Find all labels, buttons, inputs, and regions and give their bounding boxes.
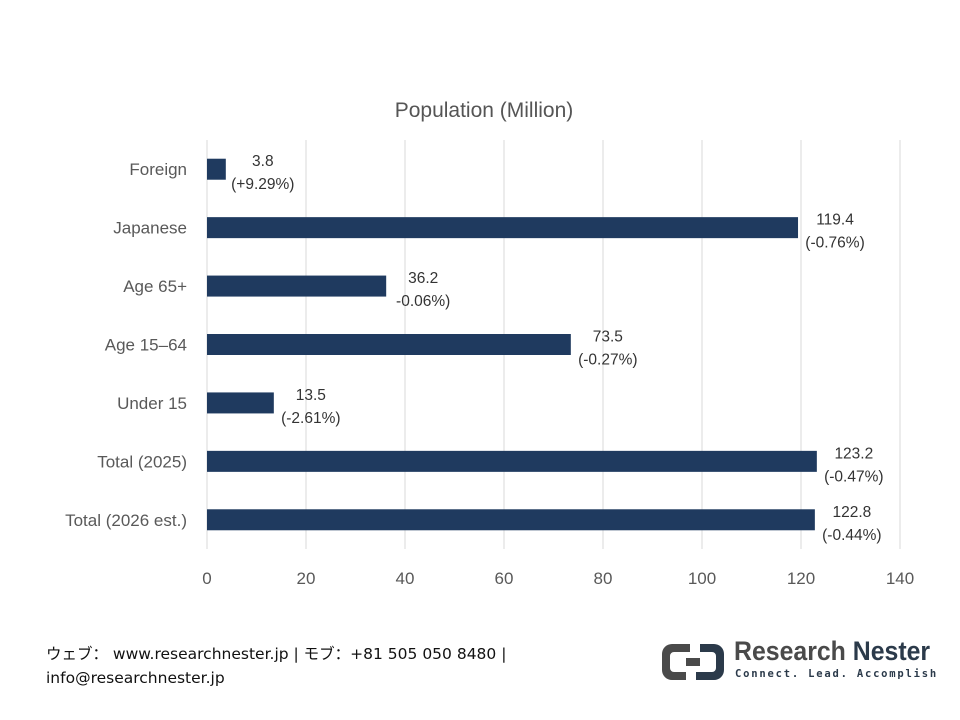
data-labels: 3.8 (+9.29%) 119.4 (-0.76%) 36.2 -0.06%) 73.5 (… — [231, 153, 883, 544]
data-label-change: (+9.29%) — [231, 176, 294, 193]
logo-word-research: Research — [734, 636, 846, 666]
data-label-change: (-2.61%) — [281, 410, 340, 427]
data-label-value: 36.2 — [408, 270, 438, 287]
logo-word-nester: Nester — [852, 636, 931, 666]
data-label-change: (-0.47%) — [824, 468, 883, 485]
bars — [207, 158, 817, 531]
contact-line-web-phone: ウェブ： www.researchnester.jp | モブ：+81 505 … — [46, 645, 507, 663]
research-nester-logo: Research Nester Connect. Lead. Accomplis… — [660, 636, 936, 684]
bar-chart: Population (Million) 0 20 40 60 80 100 120 140 … — [65, 99, 914, 588]
bar — [207, 275, 387, 297]
y-category-label: Age 65+ — [123, 277, 187, 296]
y-category-label: Foreign — [129, 160, 187, 179]
y-category-label: Age 15–64 — [105, 336, 187, 355]
data-label-change: (-0.76%) — [805, 235, 864, 252]
bar — [207, 450, 817, 472]
x-tick-label: 60 — [495, 569, 514, 588]
bar — [207, 158, 226, 180]
y-axis-labels: Foreign Japanese Age 65+ Age 15–64 Under 15 T… — [65, 160, 187, 530]
contact-line-email: info@researchnester.jp — [46, 669, 225, 687]
data-label-value: 73.5 — [593, 329, 623, 346]
bar — [207, 217, 799, 239]
data-label-value: 3.8 — [252, 153, 274, 170]
contact-footer: ウェブ： www.researchnester.jp | モブ：+81 505 … — [46, 642, 506, 690]
x-tick-label: 20 — [297, 569, 316, 588]
data-label-value: 119.4 — [816, 212, 854, 229]
data-label-change: -0.06%) — [396, 293, 450, 310]
x-tick-label: 0 — [202, 569, 211, 588]
x-tick-label: 120 — [787, 569, 815, 588]
bar — [207, 509, 815, 531]
data-label-change: (-0.44%) — [822, 527, 881, 544]
x-axis-ticks: 0 20 40 60 80 100 120 140 — [202, 569, 914, 588]
bar — [207, 392, 274, 414]
x-tick-label: 140 — [886, 569, 914, 588]
x-tick-label: 80 — [594, 569, 613, 588]
data-label-value: 123.2 — [834, 445, 873, 462]
data-label-value: 13.5 — [296, 387, 326, 404]
y-category-label: Total (2025) — [97, 452, 187, 471]
y-category-label: Total (2026 est.) — [65, 511, 187, 530]
data-label-change: (-0.27%) — [578, 352, 637, 369]
y-category-label: Japanese — [113, 219, 187, 238]
logo-tagline: Connect. Lead. Accomplish — [735, 668, 939, 680]
bar — [207, 334, 571, 355]
x-tick-label: 100 — [688, 569, 716, 588]
chart-title: Population (Million) — [395, 99, 574, 122]
y-category-label: Under 15 — [117, 394, 187, 413]
x-tick-label: 40 — [396, 569, 415, 588]
logo-wordmark: Research Nester — [734, 636, 930, 667]
logo-mark-icon — [662, 644, 724, 680]
data-label-value: 122.8 — [832, 504, 871, 521]
